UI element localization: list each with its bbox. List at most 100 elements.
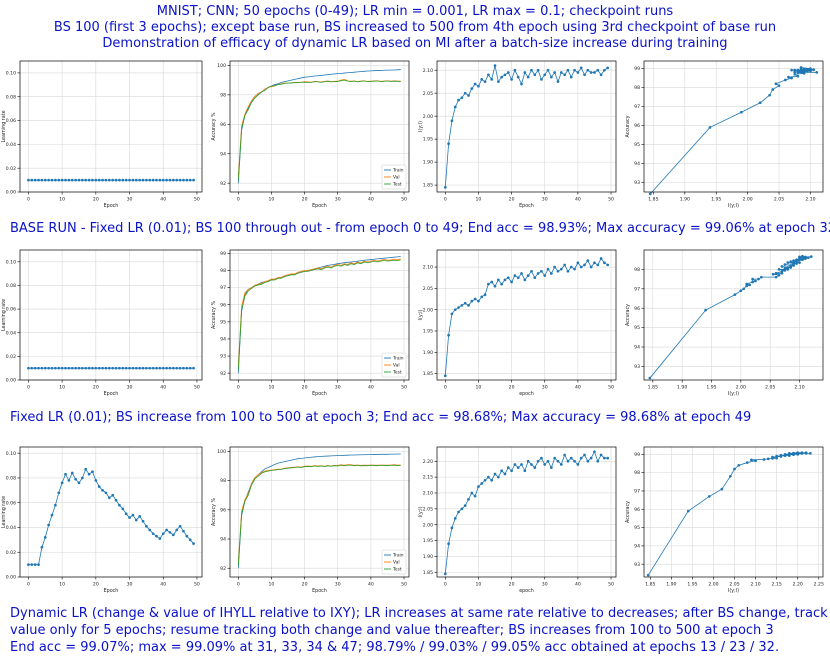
x-tick-label: 30	[542, 197, 548, 203]
y-tick-label: 0.08	[6, 476, 16, 482]
legend-box	[381, 164, 407, 190]
series-line-scatter	[649, 255, 812, 379]
data-point	[576, 261, 580, 265]
data-point	[809, 68, 812, 72]
y-tick-label: 0.10	[6, 259, 16, 265]
data-point	[30, 563, 34, 566]
data-point	[182, 366, 185, 370]
y-tick-label: 2.00	[423, 522, 433, 528]
x-axis-label: epoch	[519, 391, 534, 397]
x-tick-label: 2.10	[750, 582, 760, 588]
y-axis-label: Learning rate	[1, 496, 7, 528]
data-point	[490, 78, 494, 81]
data-point	[566, 68, 570, 72]
data-point	[540, 78, 543, 81]
x-tick-label: 10	[59, 385, 65, 391]
y-axis-label: Learning rate	[1, 299, 7, 331]
data-point	[804, 451, 808, 455]
x-tick-label: 50	[401, 197, 407, 203]
data-point	[101, 178, 104, 182]
data-point	[175, 178, 179, 182]
data-point	[809, 255, 813, 258]
y-tick-label: 94	[220, 537, 226, 543]
data-point	[470, 299, 474, 303]
x-tick-label: 40	[575, 385, 581, 391]
chart-r2c4: 1.85 1.90 1.95 2.00 2.05 2.10 93 94 95 96 97 98 I(y;…	[625, 249, 824, 397]
data-point	[121, 178, 125, 182]
data-point	[754, 459, 757, 463]
data-point	[97, 178, 101, 182]
data-point	[526, 459, 530, 463]
data-point	[559, 463, 563, 466]
data-point	[559, 267, 563, 271]
data-point	[774, 275, 778, 279]
data-point	[70, 178, 74, 182]
data-point	[510, 280, 513, 284]
series-line-test	[237, 259, 401, 370]
data-point	[792, 262, 796, 265]
data-point	[50, 513, 54, 517]
data-point	[54, 503, 57, 507]
data-point	[777, 268, 781, 271]
chart-r2c3: 0 10 20 30 40 50 1.85 1.90 1.95 2.00 2.05 2.10 epoch…	[418, 249, 617, 397]
data-point	[800, 451, 804, 455]
y-tick-label: 97	[220, 285, 226, 291]
x-tick-label: 2.20	[793, 582, 803, 588]
data-point	[771, 88, 775, 91]
data-point	[74, 178, 77, 182]
data-point	[745, 461, 749, 464]
y-tick-label: 0.10	[6, 451, 16, 457]
data-point	[506, 276, 510, 280]
data-point	[40, 178, 44, 182]
x-axis-label: Epoch	[312, 391, 327, 397]
data-point	[470, 87, 474, 90]
x-tick-label: 1.85	[648, 197, 658, 203]
data-point	[789, 260, 793, 263]
x-tick-label: 40	[160, 582, 166, 588]
x-tick-label: 1.90	[666, 582, 676, 588]
legend-label: Train	[392, 356, 404, 362]
data-point	[593, 71, 596, 74]
data-point	[707, 495, 711, 498]
data-point	[155, 534, 158, 538]
data-point	[599, 73, 603, 77]
data-point	[467, 94, 470, 97]
data-point	[496, 80, 500, 84]
y-tick-label: 0.06	[6, 500, 16, 506]
y-tick-label: 1.90	[423, 350, 433, 356]
x-tick-label: 1.95	[687, 582, 697, 588]
data-point	[796, 74, 800, 78]
legend-label: Train	[392, 168, 404, 174]
data-point	[533, 276, 537, 280]
data-point	[114, 178, 118, 182]
data-point	[158, 178, 162, 182]
data-point	[134, 518, 138, 522]
data-point	[121, 366, 125, 370]
series-line-val	[237, 464, 401, 563]
y-tick-label: 94	[634, 543, 640, 549]
data-point	[57, 178, 61, 182]
y-tick-label: 93	[634, 364, 640, 370]
caption-row-2: Fixed LR (0.01); BS increase from 100 to…	[10, 410, 752, 425]
data-point	[70, 366, 74, 370]
data-point	[790, 68, 793, 72]
x-axis-label: epoch	[519, 588, 534, 594]
data-point	[751, 277, 754, 281]
y-axis-label: Accuracy %	[211, 112, 217, 140]
legend-label: Test	[392, 370, 402, 376]
data-point	[520, 272, 523, 275]
data-point	[161, 178, 165, 182]
y-tick-label: 93	[634, 180, 640, 186]
data-point	[64, 472, 67, 476]
y-tick-label: 93	[634, 562, 640, 568]
data-point	[172, 533, 175, 537]
data-point	[556, 80, 560, 84]
data-point	[67, 479, 71, 482]
x-axis-label: I(y;l)	[728, 391, 739, 397]
x-tick-label: 0	[237, 197, 240, 203]
data-point	[795, 262, 798, 265]
x-tick-label: 1.90	[680, 197, 690, 203]
data-point	[503, 73, 507, 77]
chart-r3c2: 0 10 20 30 40 50 92 94 96 98 100 Epoch Accuracy % Tra…	[211, 446, 410, 594]
data-point	[771, 272, 775, 276]
